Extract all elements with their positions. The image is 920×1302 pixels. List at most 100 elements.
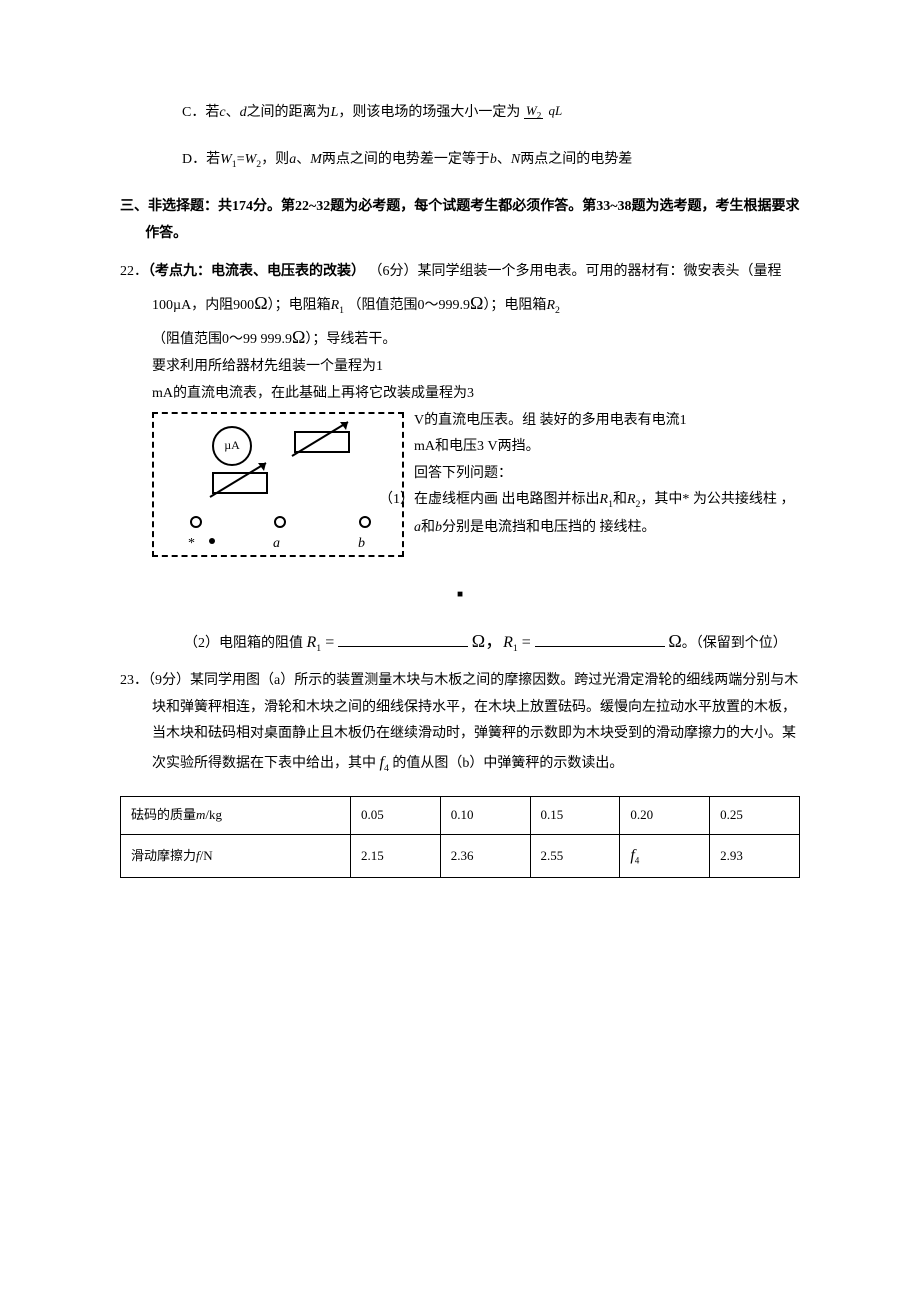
text: 滑动摩擦力 (131, 848, 196, 863)
omega: Ω (292, 327, 305, 347)
var: m (196, 807, 205, 822)
option-c: C．若c、d之间的距离为L，则该电场的场强大小一定为 W2 qL (120, 100, 800, 127)
text: = (237, 152, 245, 167)
text: 分别是电流挡和电压挡的 (442, 520, 596, 535)
sub: 4 (635, 855, 640, 865)
text: V的直流电压表。组 (414, 413, 536, 428)
ua-label: µA (224, 434, 240, 457)
var-d: d (240, 105, 247, 120)
blank (535, 633, 665, 647)
cell: 2.15 (350, 834, 440, 877)
var: W (220, 152, 232, 167)
text: W (526, 103, 537, 118)
omega: Ω (668, 631, 681, 651)
arrow-icon (286, 414, 366, 462)
omega: Ω， (472, 631, 503, 651)
terminal (274, 516, 286, 528)
text: （阻值范围0～999.9 (348, 298, 471, 313)
score: （9分） (148, 673, 190, 688)
text: 的值从图（b）中弹簧秤的示数读出。 (392, 756, 623, 771)
text: 。（保留到个位） (682, 636, 787, 651)
score: （6分） (369, 264, 418, 279)
text: 两点之间的电势差一定等于 (322, 152, 490, 167)
numerator: W2 (524, 103, 543, 119)
var: M (310, 152, 322, 167)
denominator: qL (547, 103, 565, 118)
cell: f4 (620, 834, 710, 877)
fraction: W2 qL (524, 104, 564, 121)
row-label: 砝码的质量m/kg (121, 797, 351, 835)
text: 出电路图并标出 (502, 492, 600, 507)
dot-icon (209, 538, 215, 544)
terminal-label: b (358, 531, 365, 558)
var: R (546, 298, 555, 313)
section-title: 三、非选择题：共174分。第22~32题为必考题，每个试题考生都必须作答。第33… (120, 194, 800, 247)
var: W (245, 152, 257, 167)
var: R (331, 298, 340, 313)
text: /kg (205, 807, 222, 822)
question-23: 23．（9分）某同学用图（a）所示的装置测量木块与木板之间的摩擦因数。跨过光滑定… (120, 668, 800, 778)
terminal-label: a (273, 531, 280, 558)
text: ，则 (261, 152, 289, 167)
var: R (600, 492, 609, 507)
text: C．若 (182, 105, 219, 120)
text: 之间的距离为 (247, 105, 331, 120)
text: 和 (613, 492, 627, 507)
text: ， (780, 492, 794, 507)
text: ）；电阻箱 (483, 298, 546, 313)
cell: 2.36 (440, 834, 530, 877)
sub: 1 (339, 305, 344, 316)
topic: （考点九：电流表、电压表的改装） (148, 264, 365, 279)
text: 、 (296, 152, 310, 167)
cell: 0.05 (350, 797, 440, 835)
row-label: 滑动摩擦力f/N (121, 834, 351, 877)
sub-question-2: （2）电阻箱的阻值 R1 = Ω，R1 = Ω。（保留到个位） (152, 624, 800, 658)
omega: Ω (254, 293, 267, 313)
separator-icon: ■ (152, 585, 800, 604)
var: R (627, 492, 636, 507)
option-d: D．若W1=W2，则a、M两点之间的电势差一定等于b、N两点之间的电势差 (120, 147, 800, 174)
question-number: 23． (120, 673, 148, 688)
text: （阻值范围0～99 999.9 (152, 332, 292, 347)
text: ，则该电场的场强大小一定为 (338, 105, 520, 120)
table-row: 滑动摩擦力f/N 2.15 2.36 2.55 f4 2.93 (121, 834, 800, 877)
var: b (435, 520, 442, 535)
text: 要求利用所给器材先组装一个量程为1 (152, 354, 800, 381)
circuit-box: µA * a b (152, 412, 404, 557)
text: 接线柱。 (600, 520, 656, 535)
table-row: 砝码的质量m/kg 0.05 0.10 0.15 0.20 0.25 (121, 797, 800, 835)
question-22: 22．（考点九：电流表、电压表的改装） （6分）某同学组装一个多用电表。可用的器… (120, 259, 800, 658)
blank (338, 633, 468, 647)
var: R (307, 634, 317, 651)
text: 内阻900 (205, 298, 254, 313)
text: 、 (226, 105, 240, 120)
text: 和 (421, 520, 435, 535)
cell: 0.25 (710, 797, 800, 835)
sub: 4 (384, 763, 389, 774)
text: 、 (497, 152, 511, 167)
var: b (490, 152, 497, 167)
terminal-label: * (188, 531, 195, 558)
text: ，其中* (640, 492, 689, 507)
cell: 0.20 (620, 797, 710, 835)
text: 2 (537, 111, 542, 121)
text: ）；电阻箱 (268, 298, 331, 313)
sub: 2 (555, 305, 560, 316)
var: a (414, 520, 421, 535)
text: 为公共接线柱 (693, 492, 777, 507)
eq: = (518, 634, 535, 651)
terminal (190, 516, 202, 528)
text: （2）电阻箱的阻值 (184, 636, 303, 651)
text: /N (200, 848, 213, 863)
data-table: 砝码的质量m/kg 0.05 0.10 0.15 0.20 0.25 滑动摩擦力… (120, 796, 800, 878)
text: 装好的多用电表有电流1 (540, 413, 687, 428)
text: D．若 (182, 152, 220, 167)
question-number: 22． (120, 264, 148, 279)
text: mA的直流电流表，在此基础上再将它改装成量程为3 (152, 381, 800, 408)
cell: 2.93 (710, 834, 800, 877)
cell: 0.15 (530, 797, 620, 835)
text: ）；导线若干。 (305, 332, 396, 347)
eq: = (321, 634, 338, 651)
arrow-icon (204, 455, 284, 503)
cell: 2.55 (530, 834, 620, 877)
